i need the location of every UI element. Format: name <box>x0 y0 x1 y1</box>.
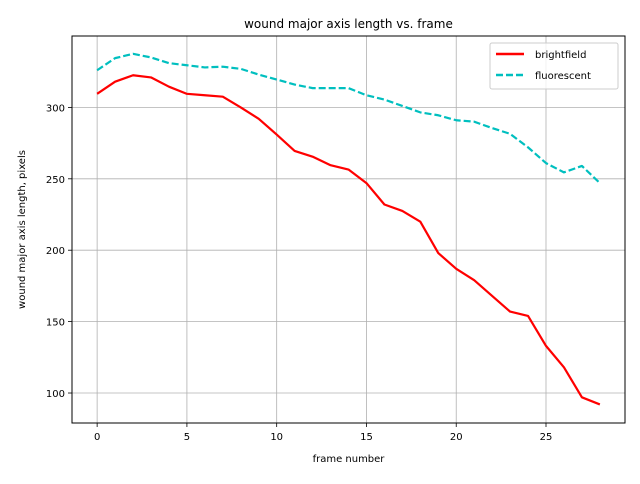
y-tick-label: 250 <box>46 175 65 186</box>
legend-label-fluorescent: fluorescent <box>535 71 591 82</box>
x-axis: 0 5 10 15 20 25 <box>94 423 552 443</box>
legend: brightfield fluorescent <box>489 42 619 90</box>
series-line-brightfield <box>96 74 601 406</box>
y-axis-label: wound major axis length, pixels <box>17 150 28 309</box>
legend-label-brightfield: brightfield <box>535 50 586 61</box>
y-tick-label: 300 <box>46 103 65 114</box>
y-tick-label: 150 <box>46 318 65 329</box>
grid <box>72 36 625 423</box>
x-tick-label: 15 <box>360 432 373 443</box>
series-line-fluorescent <box>96 52 601 184</box>
chart-title: wound major axis length vs. frame <box>244 17 453 31</box>
y-tick-label: 100 <box>46 389 65 400</box>
plot-frame <box>71 35 626 424</box>
x-tick-label: 25 <box>540 432 553 443</box>
y-tick-label: 200 <box>46 246 65 257</box>
x-axis-label: frame number <box>313 454 386 465</box>
x-tick-label: 10 <box>270 432 283 443</box>
series-lines <box>96 52 601 406</box>
x-tick-label: 20 <box>450 432 463 443</box>
x-tick-label: 5 <box>184 432 190 443</box>
y-axis: 100 150 200 250 300 <box>46 103 72 400</box>
x-tick-label: 0 <box>94 432 100 443</box>
